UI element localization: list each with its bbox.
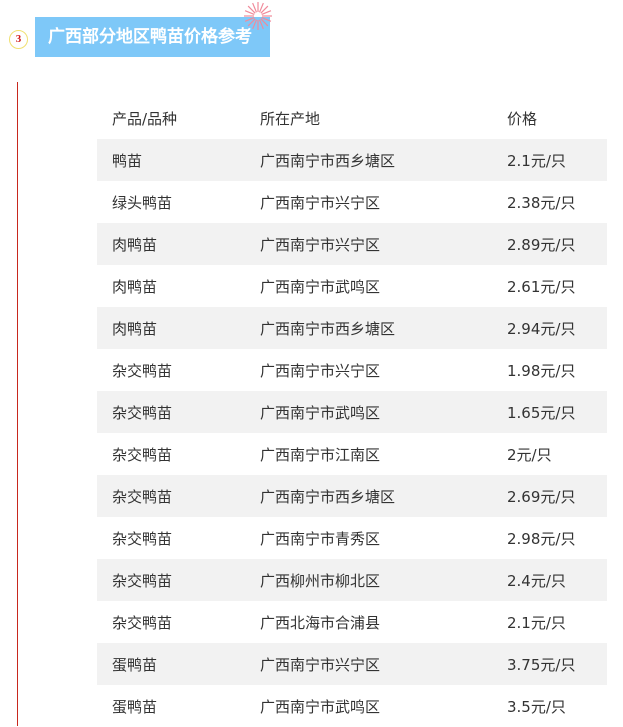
cell-price: 2.61元/只 [507, 277, 576, 296]
cell-product: 肉鸭苗 [97, 223, 260, 265]
table-row: 鸭苗 广西南宁市西乡塘区 2.1元/只 [97, 139, 607, 181]
cell-origin: 广西南宁市西乡塘区 [260, 307, 507, 349]
cell-price: 1.98元/只 [507, 361, 576, 380]
cell-price: 2.1元/只 [507, 613, 566, 632]
cell-price: 2元/只 [507, 445, 552, 464]
cell-product: 杂交鸭苗 [112, 529, 173, 548]
cell-origin: 广西南宁市武鸣区 [260, 697, 381, 716]
cell-product: 杂交鸭苗 [97, 475, 260, 517]
table-row: 杂交鸭苗 广西南宁市西乡塘区 2.69元/只 [97, 475, 607, 517]
cell-origin: 广西南宁市兴宁区 [260, 193, 381, 212]
cell-origin: 广西南宁市兴宁区 [260, 361, 381, 380]
cell-origin: 广西北海市合浦县 [260, 613, 381, 632]
table-row: 蛋鸭苗 广西南宁市兴宁区 3.75元/只 [97, 643, 607, 685]
cell-product: 杂交鸭苗 [97, 559, 260, 601]
cell-product: 肉鸭苗 [97, 307, 260, 349]
cell-price: 3.5元/只 [507, 697, 566, 716]
cell-origin: 广西南宁市兴宁区 [260, 223, 507, 265]
cell-product: 杂交鸭苗 [112, 613, 173, 632]
cell-origin: 广西柳州市柳北区 [260, 559, 507, 601]
table-row: 杂交鸭苗 广西柳州市柳北区 2.4元/只 [97, 559, 607, 601]
cell-origin: 广西南宁市武鸣区 [260, 391, 507, 433]
cell-product: 杂交鸭苗 [97, 391, 260, 433]
cell-origin: 广西南宁市江南区 [260, 445, 381, 464]
cell-origin: 广西南宁市西乡塘区 [260, 139, 507, 181]
price-table: 产品/品种 所在产地 价格 鸭苗 广西南宁市西乡塘区 2.1元/只 绿头鸭苗 广西南宁市… [97, 97, 607, 727]
cell-price: 2.38元/只 [507, 193, 576, 212]
cell-price: 2.1元/只 [507, 139, 607, 181]
table-row: 杂交鸭苗 广西南宁市江南区 2元/只 [97, 433, 607, 475]
cell-product: 绿头鸭苗 [112, 193, 173, 212]
table-row: 蛋鸭苗 广西南宁市武鸣区 3.5元/只 [97, 685, 607, 727]
table-row: 肉鸭苗 广西南宁市武鸣区 2.61元/只 [97, 265, 607, 307]
cell-product: 鸭苗 [97, 139, 260, 181]
table-row: 肉鸭苗 广西南宁市西乡塘区 2.94元/只 [97, 307, 607, 349]
cell-product: 杂交鸭苗 [112, 361, 173, 380]
cell-price: 2.98元/只 [507, 529, 576, 548]
cell-origin: 广西南宁市西乡塘区 [260, 475, 507, 517]
table-row: 杂交鸭苗 广西南宁市兴宁区 1.98元/只 [97, 349, 607, 391]
cell-price: 2.89元/只 [507, 223, 607, 265]
cell-origin: 广西南宁市兴宁区 [260, 643, 507, 685]
cell-price: 2.69元/只 [507, 475, 607, 517]
header-product: 产品/品种 [112, 109, 178, 128]
section-divider-line [17, 82, 18, 726]
cell-price: 2.4元/只 [507, 559, 607, 601]
cell-origin: 广西南宁市青秀区 [260, 529, 381, 548]
table-row: 肉鸭苗 广西南宁市兴宁区 2.89元/只 [97, 223, 607, 265]
table-row: 杂交鸭苗 广西南宁市武鸣区 1.65元/只 [97, 391, 607, 433]
header-price: 价格 [507, 109, 538, 128]
firework-decoration-icon [244, 2, 272, 30]
header-origin: 所在产地 [260, 109, 321, 128]
cell-product: 肉鸭苗 [112, 277, 158, 296]
table-row: 绿头鸭苗 广西南宁市兴宁区 2.38元/只 [97, 181, 607, 223]
cell-price: 1.65元/只 [507, 391, 607, 433]
cell-origin: 广西南宁市武鸣区 [260, 277, 381, 296]
cell-product: 蛋鸭苗 [112, 697, 158, 716]
section-number-badge: 3 [9, 30, 28, 49]
table-header-row: 产品/品种 所在产地 价格 [97, 97, 607, 139]
table-row: 杂交鸭苗 广西南宁市青秀区 2.98元/只 [97, 517, 607, 559]
table-row: 杂交鸭苗 广西北海市合浦县 2.1元/只 [97, 601, 607, 643]
section-title: 广西部分地区鸭苗价格参考 [35, 17, 270, 57]
cell-price: 2.94元/只 [507, 307, 607, 349]
cell-product: 蛋鸭苗 [97, 643, 260, 685]
cell-product: 杂交鸭苗 [112, 445, 173, 464]
cell-price: 3.75元/只 [507, 643, 607, 685]
